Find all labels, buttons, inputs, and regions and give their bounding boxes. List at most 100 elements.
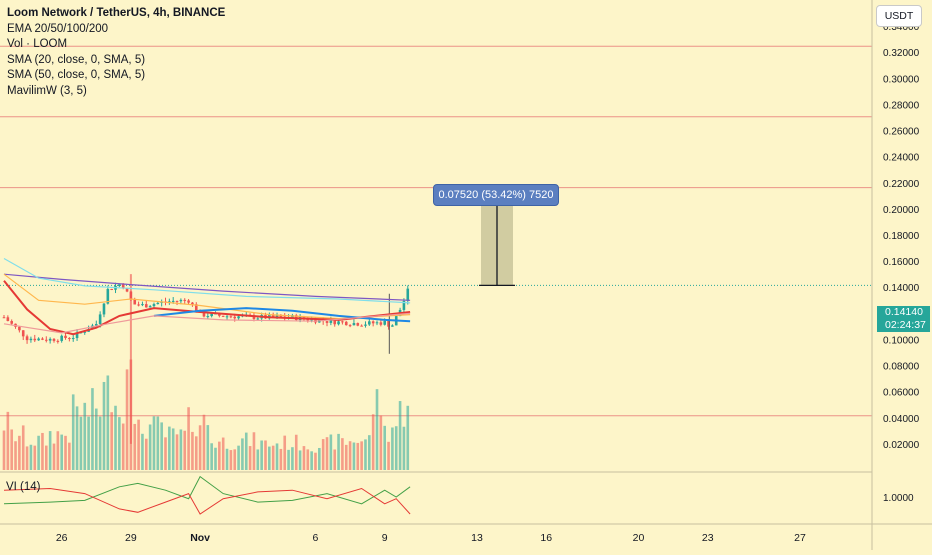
volume-bar xyxy=(268,446,271,470)
candle-body xyxy=(275,315,279,317)
volume-bar xyxy=(21,425,25,470)
volume-bar xyxy=(68,442,71,470)
volume-bar xyxy=(352,442,356,470)
volume-bar xyxy=(287,449,290,470)
moving-average-line xyxy=(3,257,411,304)
candle-body xyxy=(194,304,198,312)
candle-body xyxy=(121,284,125,289)
volume-bar xyxy=(329,434,333,470)
legend-sma-20[interactable]: SMA (20, close, 0, SMA, 5) xyxy=(7,53,146,66)
volume-bar xyxy=(256,449,260,470)
volume-bar xyxy=(237,445,240,470)
volume-bar xyxy=(187,407,190,470)
candle-body xyxy=(18,326,21,331)
y-tick-label: 0.34000 xyxy=(883,22,920,33)
volume-bar xyxy=(52,443,56,470)
vi-y-tick-label: 1.0000 xyxy=(883,493,914,504)
candle-body xyxy=(221,315,225,317)
volume-bar xyxy=(221,437,225,470)
candle-body xyxy=(271,314,275,317)
volume-bar xyxy=(406,405,410,470)
y-tick-label: 0.08000 xyxy=(883,362,920,373)
volume-bar xyxy=(87,416,90,470)
legend-volume[interactable]: Vol · LOOM xyxy=(7,38,68,50)
volume-bar xyxy=(102,381,106,470)
currency-button[interactable]: USDT xyxy=(876,5,922,27)
vi-line xyxy=(3,475,411,505)
volume-bar xyxy=(37,435,40,470)
candle-body xyxy=(202,312,206,317)
candle-body xyxy=(368,321,371,325)
y-tick-label: 0.02000 xyxy=(883,440,920,451)
candle-body xyxy=(71,338,75,340)
candle-body xyxy=(83,331,87,333)
candle-body xyxy=(325,321,329,323)
legend-mavilimw[interactable]: MavilimW (3, 5) xyxy=(7,84,87,97)
y-tick-label: 0.26000 xyxy=(883,127,920,138)
y-tick-label: 0.16000 xyxy=(883,257,920,268)
vi-indicator-label[interactable]: VI (14) xyxy=(6,481,41,493)
candle-body xyxy=(279,315,283,317)
volume-bar xyxy=(306,449,310,470)
candle-body xyxy=(383,321,387,325)
candle-body xyxy=(102,303,106,315)
volume-bar xyxy=(160,422,163,470)
volume-bar xyxy=(283,435,287,470)
candle-body xyxy=(337,321,340,325)
x-tick-label: 26 xyxy=(56,532,68,544)
legend-ema[interactable]: EMA 20/50/100/200 xyxy=(7,22,109,35)
y-tick-label: 0.28000 xyxy=(883,100,920,111)
candle-body xyxy=(133,299,137,305)
volume-bar xyxy=(33,445,37,470)
x-tick-label: 9 xyxy=(382,532,388,544)
candle-body xyxy=(56,340,60,342)
volume-bar xyxy=(114,405,117,470)
x-tick-label: 6 xyxy=(313,532,319,544)
legend-sma-50[interactable]: SMA (50, close, 0, SMA, 5) xyxy=(7,69,146,81)
volume-bar xyxy=(14,441,17,470)
volume-bar xyxy=(398,401,402,470)
volume-bar xyxy=(218,441,221,470)
volume-bar xyxy=(394,426,398,470)
volume-bar xyxy=(360,441,363,470)
volume-bar xyxy=(29,444,33,470)
candle-body xyxy=(45,339,48,341)
volume-bar xyxy=(333,449,337,470)
y-tick-label: 0.20000 xyxy=(883,205,920,216)
volume-bar xyxy=(391,427,394,470)
volume-bar xyxy=(75,406,79,470)
volume-bar xyxy=(118,417,121,470)
candle-body xyxy=(25,336,29,341)
candle-body xyxy=(168,301,171,303)
measure-label[interactable]: 0.07520 (53.42%) 7520 xyxy=(433,184,559,206)
candle-body xyxy=(402,300,406,310)
volume-bar xyxy=(271,445,275,470)
candle-body xyxy=(256,318,260,320)
candle-body xyxy=(387,321,390,327)
volume-bar xyxy=(252,432,256,470)
volume-bar xyxy=(110,412,113,470)
candle-body xyxy=(329,319,333,323)
candle-body xyxy=(118,284,121,287)
volume-bar xyxy=(318,447,321,470)
last-price-tag: 0.14140 xyxy=(877,306,930,319)
candle-body xyxy=(125,288,129,292)
symbol-title[interactable]: Loom Network / TetherUS, 4h, BINANCE xyxy=(7,7,226,19)
volume-bar xyxy=(371,414,375,470)
candle-body xyxy=(210,313,213,317)
candle-body xyxy=(33,338,37,341)
volume-bar xyxy=(348,441,352,470)
moving-average-line xyxy=(153,307,411,323)
vi-line xyxy=(3,487,411,515)
candle-body xyxy=(21,330,25,337)
candle-body xyxy=(64,335,67,339)
volume-bar xyxy=(41,432,44,470)
moving-average-line xyxy=(3,280,411,336)
candle-body xyxy=(110,288,113,290)
volume-bar xyxy=(337,433,340,470)
candle-body xyxy=(233,316,237,319)
candle-body xyxy=(106,288,110,304)
volume-bar xyxy=(6,411,10,470)
